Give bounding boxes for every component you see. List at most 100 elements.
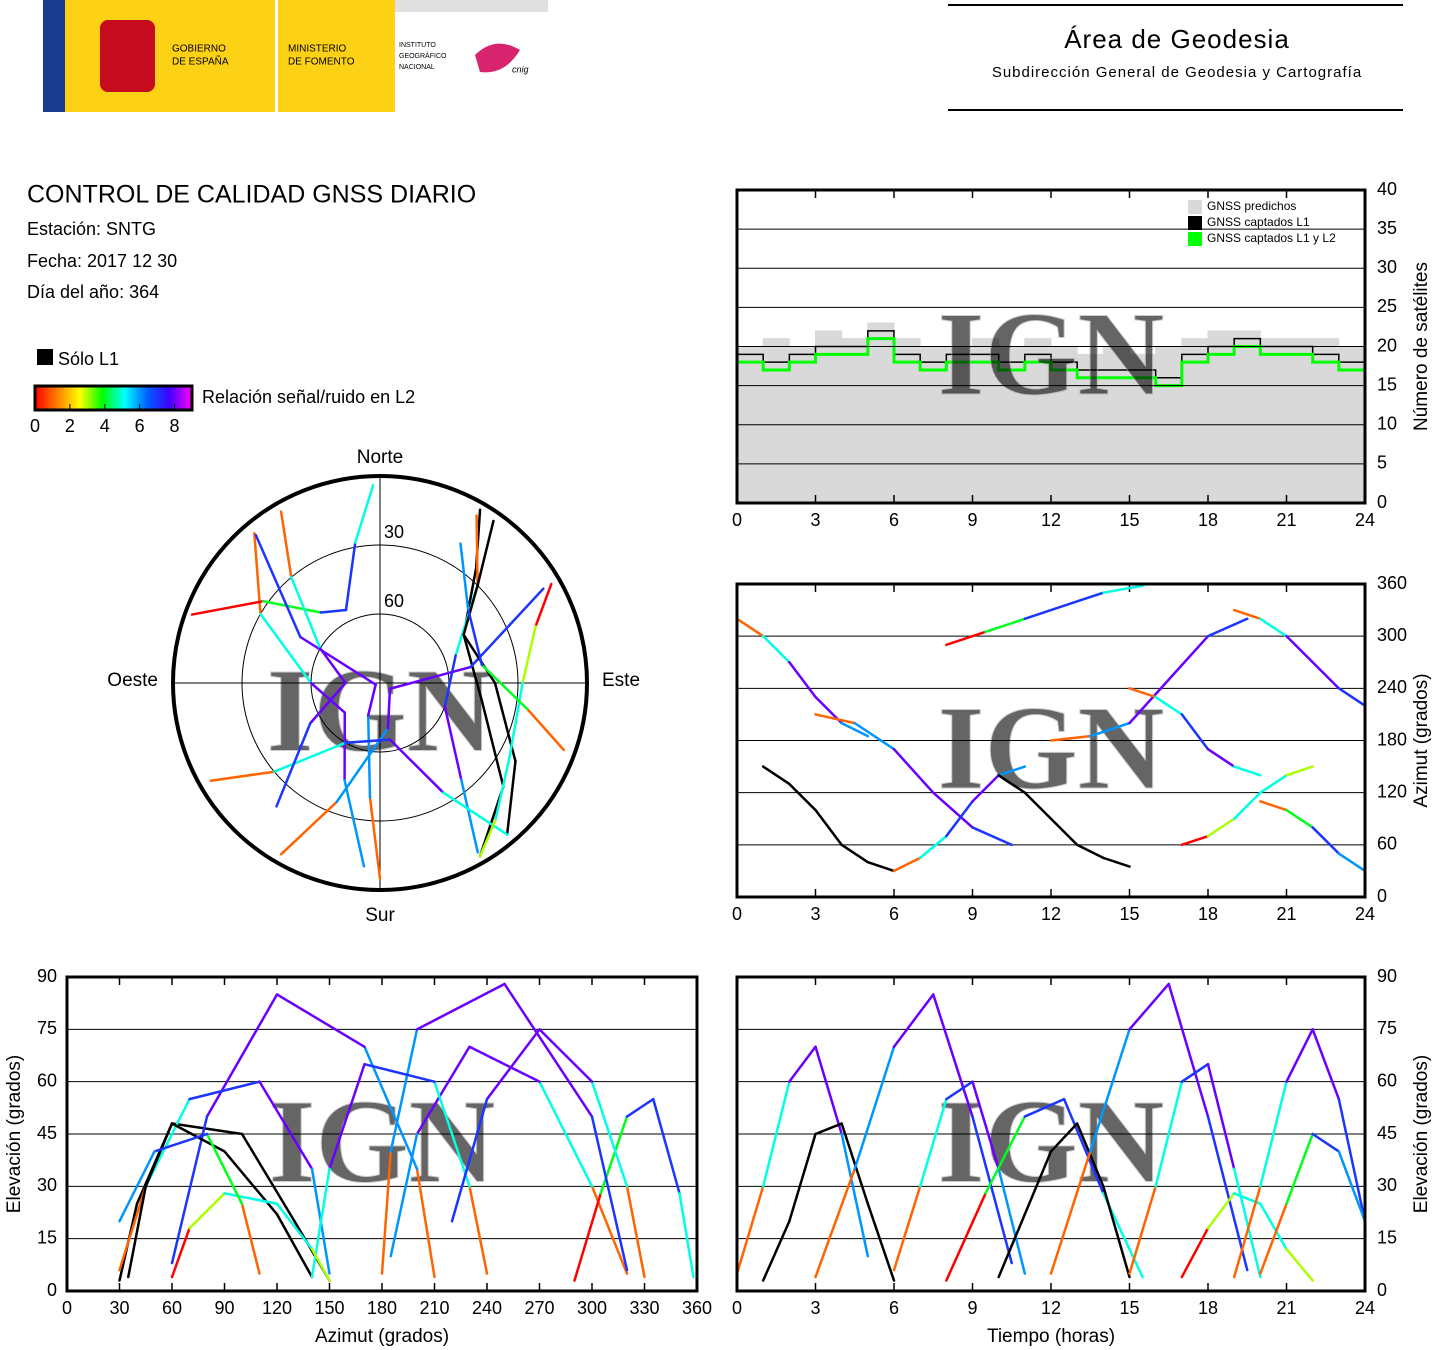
track-segment [1259, 1202, 1288, 1251]
x-tick-label: 24 [1355, 904, 1375, 924]
track-segment [1311, 661, 1341, 690]
track-segment [788, 1045, 817, 1083]
y-tick-label: 30 [1377, 1175, 1397, 1195]
direction-label: Este [602, 670, 640, 691]
track-segment [279, 510, 293, 579]
track-segment [918, 1097, 948, 1188]
track-segment [814, 1045, 843, 1136]
track-segment [814, 1122, 843, 1136]
x-tick-label: 21 [1276, 510, 1296, 530]
x-tick-label: 18 [1198, 510, 1218, 530]
track-segment [735, 617, 765, 638]
logo-brand: cnig [512, 64, 529, 74]
track-segment [1167, 634, 1210, 681]
track-segment [1232, 608, 1262, 621]
x-tick-label: 330 [629, 1298, 659, 1318]
track-segment [299, 635, 377, 686]
track-segment [932, 993, 974, 1118]
track-segment [1206, 1192, 1236, 1230]
track-segment [310, 1247, 331, 1282]
track-segment [1154, 1080, 1184, 1188]
track-segment [945, 1080, 974, 1101]
track-segment [1232, 1167, 1262, 1279]
track-segment [892, 1185, 922, 1272]
x-tick-label: 15 [1119, 510, 1139, 530]
watermark: IGN [938, 681, 1165, 814]
track-segment [1167, 982, 1210, 1118]
track-segment [1180, 834, 1210, 847]
track-segment [866, 1202, 896, 1282]
y-tick-label: 300 [1377, 625, 1407, 645]
track-segment [478, 819, 497, 858]
x-tick-label: 360 [682, 1298, 712, 1318]
report-title: CONTROL DE CALIDAD GNSS DIARIO [27, 181, 476, 209]
track-segment [462, 584, 479, 636]
track-segment [389, 1132, 419, 1258]
track-segment [443, 654, 457, 708]
track-segment [223, 1150, 279, 1216]
track-segment [761, 634, 791, 664]
y-tick-label: 0 [1377, 886, 1387, 906]
track-segment [1128, 678, 1170, 725]
track-segment [389, 1028, 419, 1153]
colorbar-label: Relación señal/ruido en L2 [202, 387, 415, 407]
plot-frame [65, 975, 699, 1293]
track-segment [590, 1115, 629, 1272]
track-segment [273, 741, 347, 773]
track-segment [1128, 982, 1170, 1031]
track-segment [1259, 774, 1288, 794]
track-segment [460, 778, 479, 854]
track-segment [918, 834, 948, 860]
track-segment [761, 765, 791, 786]
track-segment [534, 582, 553, 628]
colorbar [33, 384, 194, 412]
track-segment [1154, 695, 1184, 716]
y-tick-label: 360 [1377, 573, 1407, 593]
track-segment [485, 1028, 541, 1101]
watermark: IGN [938, 1075, 1165, 1208]
y-tick-label: 20 [1377, 335, 1397, 355]
l1-legend-swatch [37, 349, 53, 365]
track-segment [892, 747, 935, 794]
track-segment [466, 607, 484, 667]
track-segment [1049, 1150, 1092, 1275]
x-tick-label: 15 [1119, 1298, 1139, 1318]
track-segment [1232, 765, 1262, 777]
y-tick-label: 35 [1377, 218, 1397, 238]
track-segment [892, 856, 922, 873]
y-tick-label: 25 [1377, 296, 1397, 316]
track-segment [1206, 617, 1249, 638]
track-segment [118, 1185, 147, 1272]
track-segment [1311, 826, 1341, 855]
track-segment [388, 738, 445, 794]
track-segment [932, 791, 974, 829]
track-segment [1206, 747, 1236, 768]
track-segment [363, 1062, 436, 1083]
track-segment [1285, 1132, 1314, 1206]
track-segment [353, 484, 375, 544]
track-segment [1023, 791, 1053, 820]
track-segment [188, 1080, 261, 1101]
track-segment [840, 721, 870, 738]
track-segment [1180, 713, 1210, 751]
track-segment [223, 1192, 279, 1206]
logo-cnig-mark [475, 43, 520, 73]
logo-ministry-bg [278, 0, 395, 112]
tracks [735, 584, 1367, 873]
y-tick-label: 0 [1377, 492, 1387, 512]
x-tick-label: 0 [732, 1298, 742, 1318]
track-segment [1049, 817, 1079, 847]
x-tick-label: 3 [810, 1298, 820, 1318]
track-segment [433, 1080, 471, 1188]
y-axis-label: Elevación (grados) [1411, 1055, 1432, 1213]
track-segment [853, 721, 896, 751]
y-tick-label: 90 [37, 966, 57, 986]
track-segment [205, 1132, 244, 1206]
track-segment [599, 1115, 629, 1195]
track-segment [840, 1132, 870, 1258]
track-segment [678, 1192, 695, 1279]
x-tick-label: 9 [967, 1298, 977, 1318]
y-tick-label: 180 [1377, 729, 1407, 749]
y-tick-label: 240 [1377, 677, 1407, 697]
track-segment [788, 661, 817, 699]
